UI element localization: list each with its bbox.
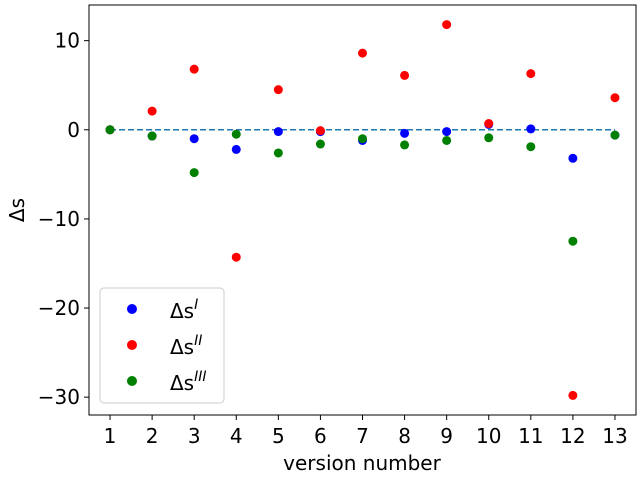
point-series-2-x-13 <box>610 93 620 103</box>
point-series-1-x-11 <box>526 124 536 134</box>
y-axis-ticks: 10 0 −10 −20 −30 <box>38 29 89 409</box>
x-tick-label: 12 <box>560 424 585 448</box>
x-tick-label: 2 <box>146 424 159 448</box>
point-series-2-x-5 <box>273 85 283 95</box>
x-tick-label: 6 <box>314 424 327 448</box>
x-tick-label: 5 <box>272 424 285 448</box>
point-series-3-x-3 <box>189 168 199 178</box>
legend-marker-series-1 <box>127 304 137 314</box>
point-series-2-x-3 <box>189 64 199 74</box>
point-series-2-x-11 <box>526 69 536 79</box>
point-series-3-x-5 <box>273 148 283 158</box>
x-tick-label: 8 <box>398 424 411 448</box>
x-axis-ticks: 1 2 3 4 5 6 7 8 9 10 11 12 13 <box>104 415 628 448</box>
legend-box <box>99 287 225 404</box>
y-tick-label: 0 <box>67 118 80 142</box>
y-tick-label: −20 <box>38 296 80 320</box>
legend-label-series-1: ΔsI <box>170 297 198 323</box>
point-series-2-x-12 <box>568 390 578 400</box>
point-series-3-x-9 <box>442 135 452 145</box>
legend-label-series-3: ΔsIII <box>170 369 207 395</box>
point-series-3-x-13 <box>610 130 620 140</box>
y-tick-label: 10 <box>55 29 80 53</box>
point-series-1-x-5 <box>273 127 283 137</box>
x-tick-label: 3 <box>188 424 201 448</box>
points-layer <box>105 20 620 400</box>
legend-marker-series-2 <box>127 340 137 350</box>
point-series-2-x-10 <box>484 119 494 129</box>
point-series-2-x-6 <box>315 126 325 136</box>
point-series-3-x-6 <box>315 139 325 149</box>
point-series-3-x-2 <box>147 131 157 141</box>
point-series-1-x-12 <box>568 153 578 163</box>
point-series-2-x-7 <box>358 48 367 58</box>
point-series-3-x-4 <box>231 129 241 139</box>
y-tick-label: −10 <box>38 207 80 231</box>
legend: ΔsI ΔsII ΔsIII <box>99 287 225 404</box>
point-series-3-x-11 <box>526 142 536 152</box>
point-series-2-x-2 <box>147 106 157 116</box>
point-series-1-x-9 <box>442 127 452 137</box>
x-tick-label: 9 <box>440 424 453 448</box>
point-series-3-x-10 <box>484 133 494 143</box>
point-series-3-x-1 <box>105 125 115 135</box>
x-tick-label: 4 <box>230 424 243 448</box>
y-axis-label: Δs <box>5 198 29 222</box>
x-tick-label: 7 <box>356 424 369 448</box>
point-series-2-x-9 <box>442 20 452 30</box>
x-tick-label: 13 <box>602 424 627 448</box>
point-series-2-x-4 <box>231 252 241 262</box>
legend-marker-series-3 <box>127 376 137 386</box>
x-axis-label: version number <box>283 451 441 475</box>
x-tick-label: 10 <box>476 424 501 448</box>
point-series-3-x-8 <box>400 140 410 150</box>
point-series-3-x-7 <box>358 134 367 144</box>
x-tick-label: 1 <box>104 424 117 448</box>
x-tick-label: 11 <box>518 424 543 448</box>
legend-label-series-2: ΔsII <box>170 333 202 359</box>
point-series-1-x-8 <box>400 128 410 138</box>
point-series-1-x-3 <box>189 134 199 144</box>
point-series-2-x-8 <box>400 70 410 80</box>
point-series-3-x-12 <box>568 236 578 246</box>
point-series-1-x-4 <box>231 144 241 154</box>
y-tick-label: −30 <box>38 385 80 409</box>
